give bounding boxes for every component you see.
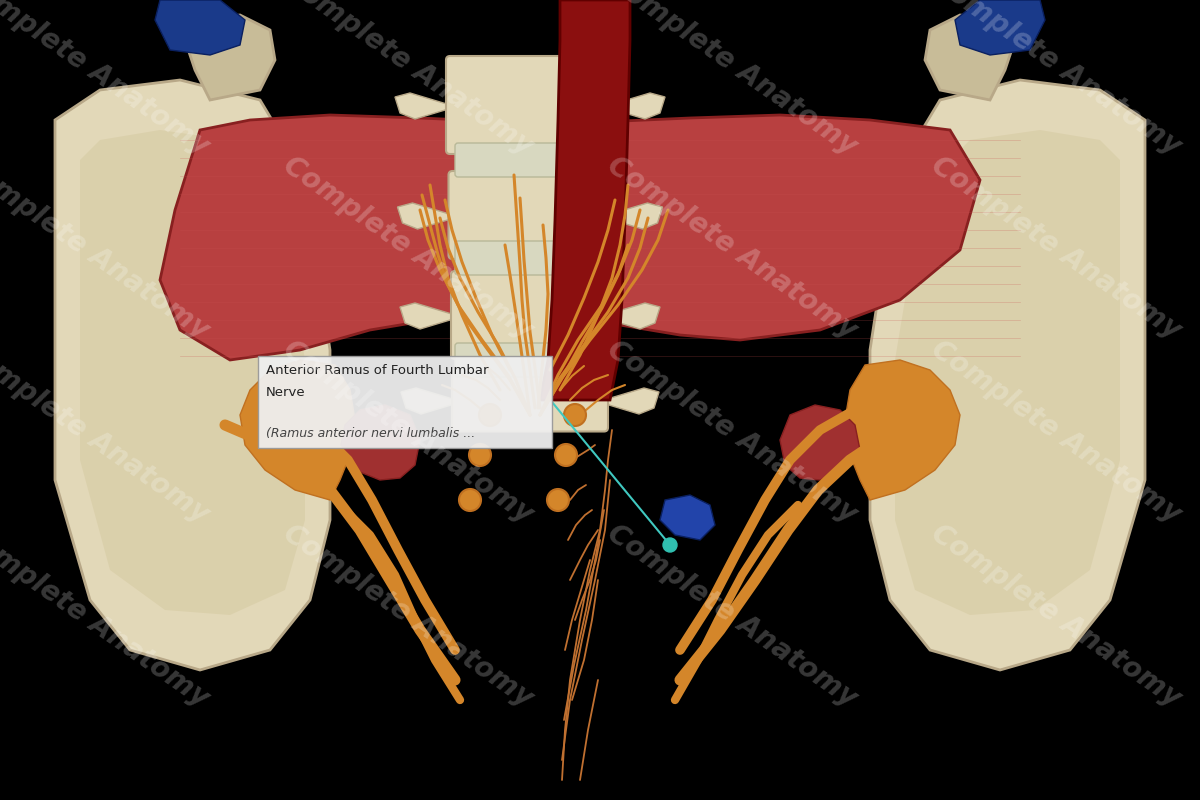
Polygon shape — [895, 130, 1120, 615]
Circle shape — [564, 304, 576, 316]
Text: Complete Anatomy: Complete Anatomy — [278, 151, 538, 345]
Polygon shape — [395, 93, 450, 119]
Polygon shape — [240, 360, 355, 500]
Text: Complete Anatomy: Complete Anatomy — [0, 151, 214, 345]
Circle shape — [478, 251, 496, 269]
FancyBboxPatch shape — [452, 369, 608, 431]
Polygon shape — [160, 115, 980, 360]
Circle shape — [484, 304, 496, 316]
Circle shape — [484, 199, 496, 211]
Circle shape — [568, 254, 580, 266]
Polygon shape — [870, 80, 1145, 670]
Polygon shape — [340, 405, 420, 480]
Text: Complete Anatomy: Complete Anatomy — [0, 519, 214, 713]
Polygon shape — [185, 15, 275, 100]
Polygon shape — [397, 203, 452, 229]
Polygon shape — [780, 405, 860, 480]
Polygon shape — [520, 130, 562, 318]
Circle shape — [458, 489, 481, 511]
Polygon shape — [607, 203, 662, 229]
Circle shape — [481, 196, 499, 214]
Polygon shape — [605, 303, 660, 329]
Circle shape — [547, 489, 569, 511]
Polygon shape — [400, 303, 455, 329]
FancyBboxPatch shape — [455, 343, 605, 377]
Polygon shape — [610, 93, 665, 119]
Polygon shape — [660, 495, 715, 540]
Text: Complete Anatomy: Complete Anatomy — [0, 335, 214, 529]
Circle shape — [564, 199, 576, 211]
Text: (Ramus anterior nervi lumbalis ...: (Ramus anterior nervi lumbalis ... — [266, 427, 475, 440]
Text: Complete Anatomy: Complete Anatomy — [926, 0, 1186, 161]
Polygon shape — [401, 388, 456, 414]
Text: Complete Anatomy: Complete Anatomy — [926, 335, 1186, 529]
FancyBboxPatch shape — [258, 356, 552, 448]
Text: Complete Anatomy: Complete Anatomy — [278, 335, 538, 529]
Text: Complete Anatomy: Complete Anatomy — [926, 151, 1186, 345]
Polygon shape — [155, 0, 245, 55]
FancyBboxPatch shape — [446, 56, 614, 154]
Text: Complete Anatomy: Complete Anatomy — [0, 0, 214, 161]
Circle shape — [480, 254, 492, 266]
Polygon shape — [845, 360, 960, 500]
Polygon shape — [540, 0, 630, 400]
Polygon shape — [55, 80, 330, 670]
Circle shape — [481, 301, 499, 319]
Circle shape — [562, 301, 580, 319]
Polygon shape — [925, 15, 1015, 100]
Text: Complete Anatomy: Complete Anatomy — [602, 151, 862, 345]
FancyBboxPatch shape — [449, 171, 612, 259]
Text: Complete Anatomy: Complete Anatomy — [602, 0, 862, 161]
Circle shape — [479, 404, 502, 426]
Circle shape — [564, 404, 586, 426]
Text: Complete Anatomy: Complete Anatomy — [602, 519, 862, 713]
Circle shape — [662, 538, 677, 552]
Circle shape — [562, 196, 580, 214]
Polygon shape — [955, 0, 1045, 55]
Polygon shape — [604, 388, 659, 414]
FancyBboxPatch shape — [455, 241, 605, 275]
Circle shape — [469, 444, 491, 466]
FancyBboxPatch shape — [455, 143, 605, 177]
Text: Complete Anatomy: Complete Anatomy — [926, 519, 1186, 713]
Text: Complete Anatomy: Complete Anatomy — [278, 519, 538, 713]
Text: Anterior Ramus of Fourth Lumbar: Anterior Ramus of Fourth Lumbar — [266, 364, 488, 377]
Text: Complete Anatomy: Complete Anatomy — [278, 0, 538, 161]
Text: Nerve: Nerve — [266, 386, 306, 399]
FancyBboxPatch shape — [451, 271, 610, 359]
Polygon shape — [455, 80, 610, 392]
Circle shape — [565, 251, 583, 269]
Circle shape — [554, 444, 577, 466]
Polygon shape — [80, 130, 305, 615]
Text: Complete Anatomy: Complete Anatomy — [602, 335, 862, 529]
